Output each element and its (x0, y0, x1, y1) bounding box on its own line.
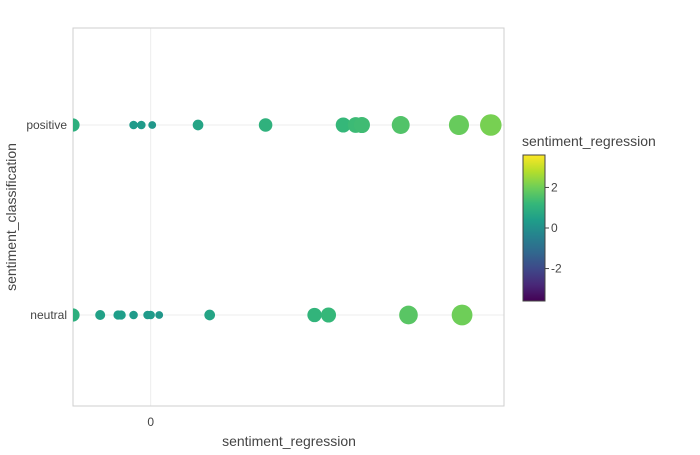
data-point (116, 310, 126, 320)
plot-background (73, 28, 504, 406)
colorbar-tick-label: -2 (551, 262, 562, 276)
data-point (95, 310, 106, 320)
colorbar-tick-label: 0 (551, 221, 558, 235)
plot-frame (72, 27, 505, 407)
data-point (258, 118, 273, 132)
x-axis-ticks: 0 (147, 415, 154, 429)
data-point (204, 309, 216, 321)
data-point (353, 116, 370, 134)
y-axis-ticks: neutral positive (26, 118, 67, 322)
y-axis-title: sentiment_classification (3, 143, 19, 291)
y-tick-label: neutral (30, 308, 67, 322)
data-point (129, 310, 138, 320)
data-point (399, 305, 418, 325)
data-point (148, 121, 157, 129)
data-point (137, 120, 146, 130)
x-axis-title: sentiment_regression (222, 433, 356, 449)
data-point (155, 311, 164, 319)
data-point (391, 116, 410, 134)
x-tick-label: 0 (147, 415, 154, 429)
data-point (335, 117, 351, 133)
colorbar-tick-label: 2 (551, 180, 558, 194)
colorbar-gradient (522, 154, 546, 302)
y-tick-label: positive (26, 118, 67, 132)
data-point (451, 304, 473, 326)
data-point (448, 114, 469, 136)
colorbar-title: sentiment_regression (522, 133, 656, 149)
data-point (307, 307, 322, 323)
data-point (192, 119, 204, 131)
colorbar: sentiment_regression 2 0 -2 (522, 133, 656, 302)
data-point (320, 307, 337, 323)
data-point (146, 310, 155, 320)
data-point (73, 118, 80, 132)
data-point (480, 114, 502, 136)
data-point (129, 120, 138, 130)
data-point (73, 308, 80, 322)
data-points (73, 114, 502, 326)
colorbar-ticks: 2 0 -2 (545, 180, 562, 276)
